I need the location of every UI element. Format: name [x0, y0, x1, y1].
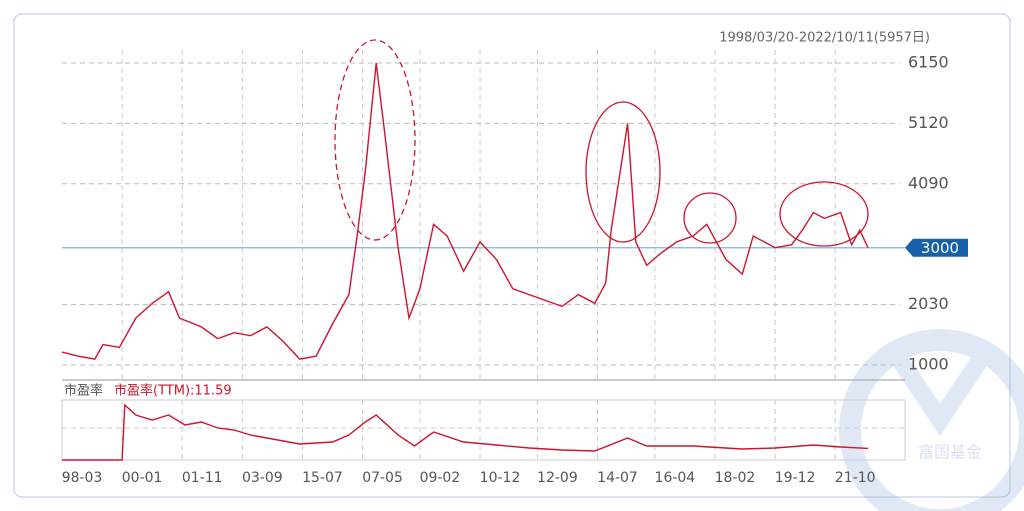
- x-tick-label: 03-09: [242, 470, 283, 486]
- annotations: [334, 39, 869, 247]
- highlight-circle: [779, 181, 869, 247]
- x-tick-label: 19-12: [775, 470, 816, 486]
- x-tick-label: 21-10: [835, 470, 876, 486]
- data-line: [62, 403, 869, 461]
- y-tick-label: 5120: [908, 113, 949, 132]
- y-tick-label: 4090: [908, 173, 949, 192]
- x-tick-label: 09-02: [420, 470, 461, 486]
- pe-panel: [61, 399, 906, 461]
- svg-text:富国基金: 富国基金: [918, 443, 982, 462]
- data-line: [61, 62, 869, 360]
- watermark: 富国基金: [839, 329, 1024, 511]
- card: [13, 13, 1011, 498]
- x-tick-label: 15-07: [302, 470, 343, 486]
- x-tick-label: 16-04: [655, 470, 696, 486]
- x-tick-label: 00-01: [122, 470, 163, 486]
- highlight-circle: [683, 192, 737, 244]
- pe-title: 市盈率: [64, 383, 103, 399]
- highlight-circle: [334, 39, 416, 241]
- x-tick-label: 10-12: [480, 470, 521, 486]
- y-tick-label: 1000: [908, 355, 949, 374]
- x-tick-label: 14-07: [597, 470, 638, 486]
- x-tick-label: 98-03: [62, 470, 103, 486]
- y-tick-label: 6150: [908, 53, 949, 72]
- x-tick-label: 18-02: [715, 470, 756, 486]
- x-tick-label: 12-09: [537, 470, 578, 486]
- x-tick-label: 07-05: [362, 470, 403, 486]
- x-tick-label: 01-11: [182, 470, 223, 486]
- y-tick-label: 2030: [908, 294, 949, 313]
- highlight-circle: [585, 101, 661, 243]
- date-range: 1998/03/20-2022/10/11(5957日): [719, 31, 930, 46]
- reference-label: 3000: [921, 239, 959, 257]
- pe-legend: 市盈率(TTM):11.59: [114, 383, 232, 399]
- reference-tag: [905, 238, 968, 257]
